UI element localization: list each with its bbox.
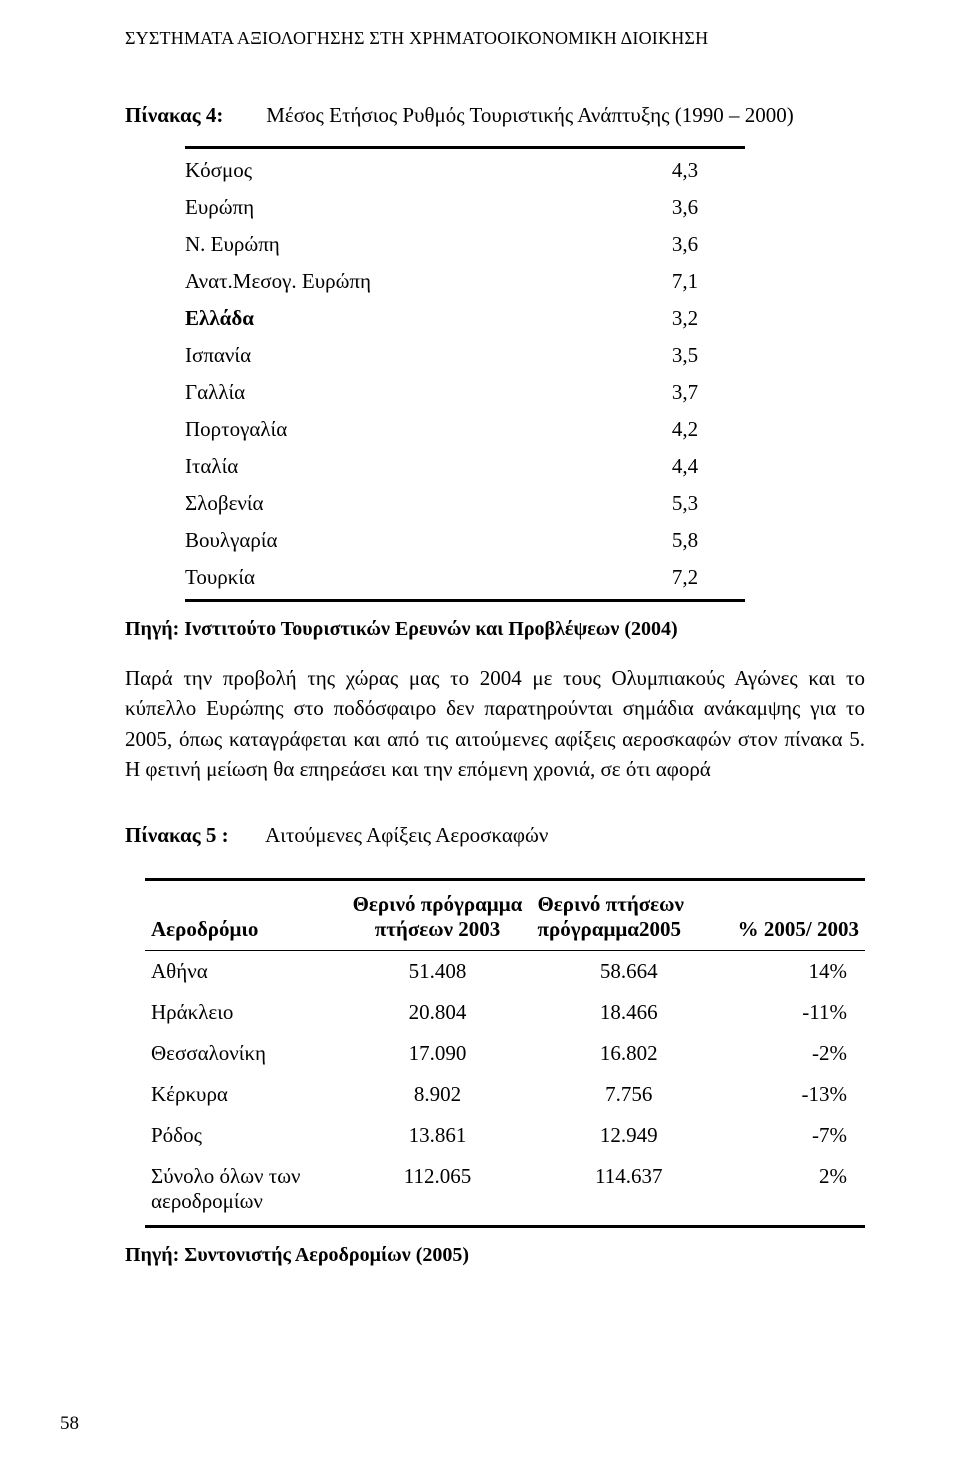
table5-cell-airport: Ηράκλειο <box>145 992 344 1033</box>
table4-row-value: 4,3 <box>625 147 745 189</box>
table5-title: Αιτούμενες Αφίξεις Αεροσκαφών <box>265 823 548 847</box>
table5-total-pct: 2% <box>726 1156 865 1227</box>
table5-total-v03: 112.065 <box>344 1156 532 1227</box>
table4-row-value: 3,2 <box>625 300 745 337</box>
table5-cell-v03: 13.861 <box>344 1115 532 1156</box>
table-row: Ιταλία4,4 <box>185 448 745 485</box>
table5-cell-pct: -2% <box>726 1033 865 1074</box>
table-row: Κέρκυρα8.9027.756-13% <box>145 1074 865 1115</box>
table5-cell-v05: 12.949 <box>531 1115 726 1156</box>
table5-col-airport: Αεροδρόμιο <box>145 879 344 951</box>
table4-row-value: 7,2 <box>625 559 745 601</box>
table4-row-name: Ν. Ευρώπη <box>185 226 625 263</box>
table4-row-name: Σλοβενία <box>185 485 625 522</box>
table4: Κόσμος4,3Ευρώπη3,6Ν. Ευρώπη3,6Ανατ.Μεσογ… <box>185 146 745 602</box>
table5-total-row: Σύνολο όλων τωναεροδρομίων112.065114.637… <box>145 1156 865 1227</box>
table-row: Ν. Ευρώπη3,6 <box>185 226 745 263</box>
table-row: Πορτογαλία4,2 <box>185 411 745 448</box>
table-row: Βουλγαρία5,8 <box>185 522 745 559</box>
table-row: Ευρώπη3,6 <box>185 189 745 226</box>
table4-label: Πίνακας 4: <box>125 103 261 128</box>
table5-total-v05: 114.637 <box>531 1156 726 1227</box>
table5-col-pct: % 2005/ 2003 <box>726 879 865 951</box>
table4-row-value: 5,8 <box>625 522 745 559</box>
table5: Αεροδρόμιο Θερινό πρόγραμμα πτήσεων 2003… <box>145 878 865 1228</box>
running-header: ΣΥΣΤΗΜΑΤΑ ΑΞΙΟΛΟΓΗΣΗΣ ΣΤΗ ΧΡΗΜΑΤΟΟΙΚΟΝΟΜ… <box>125 28 865 49</box>
table-row: Ισπανία3,5 <box>185 337 745 374</box>
table4-row-value: 3,7 <box>625 374 745 411</box>
table-row: Γαλλία3,7 <box>185 374 745 411</box>
table5-cell-airport: Κέρκυρα <box>145 1074 344 1115</box>
table-row: Ηράκλειο20.80418.466-11% <box>145 992 865 1033</box>
table4-title: Μέσος Ετήσιος Ρυθμός Τουριστικής Ανάπτυξ… <box>266 103 793 127</box>
table5-cell-airport: Αθήνα <box>145 950 344 992</box>
table4-row-name: Τουρκία <box>185 559 625 601</box>
table4-caption: Πίνακας 4: Μέσος Ετήσιος Ρυθμός Τουριστι… <box>125 103 865 128</box>
table5-cell-pct: -11% <box>726 992 865 1033</box>
table4-row-value: 7,1 <box>625 263 745 300</box>
table5-cell-v05: 7.756 <box>531 1074 726 1115</box>
table5-cell-v05: 18.466 <box>531 992 726 1033</box>
table4-row-value: 3,6 <box>625 189 745 226</box>
table-row: Τουρκία7,2 <box>185 559 745 601</box>
table5-cell-v05: 58.664 <box>531 950 726 992</box>
table4-row-value: 4,4 <box>625 448 745 485</box>
table5-total-airport: Σύνολο όλων τωναεροδρομίων <box>145 1156 344 1227</box>
table4-row-name: Ανατ.Μεσογ. Ευρώπη <box>185 263 625 300</box>
table5-cell-pct: 14% <box>726 950 865 992</box>
body-paragraph: Παρά την προβολή της χώρας μας το 2004 μ… <box>125 663 865 785</box>
table4-row-value: 3,6 <box>625 226 745 263</box>
page: ΣΥΣΤΗΜΑΤΑ ΑΞΙΟΛΟΓΗΣΗΣ ΣΤΗ ΧΡΗΜΑΤΟΟΙΚΟΝΟΜ… <box>0 0 960 1459</box>
table5-cell-v05: 16.802 <box>531 1033 726 1074</box>
table5-cell-airport: Θεσσαλονίκη <box>145 1033 344 1074</box>
table4-row-name: Ιταλία <box>185 448 625 485</box>
table5-caption: Πίνακας 5 : Αιτούμενες Αφίξεις Αεροσκαφώ… <box>125 823 865 848</box>
table-row: Ελλάδα3,2 <box>185 300 745 337</box>
table5-col-prog2005: Θερινό πτήσεων πρόγραμμα2005 <box>531 879 726 951</box>
table5-cell-v03: 17.090 <box>344 1033 532 1074</box>
table5-label: Πίνακας 5 : <box>125 823 261 848</box>
table4-row-value: 3,5 <box>625 337 745 374</box>
table-row: Κόσμος4,3 <box>185 147 745 189</box>
table5-cell-pct: -7% <box>726 1115 865 1156</box>
table5-col-prog2003: Θερινό πρόγραμμα πτήσεων 2003 <box>344 879 532 951</box>
table5-cell-pct: -13% <box>726 1074 865 1115</box>
table-row: Σλοβενία5,3 <box>185 485 745 522</box>
page-number: 58 <box>60 1413 79 1435</box>
table-row: Ρόδος13.86112.949-7% <box>145 1115 865 1156</box>
table4-row-name: Γαλλία <box>185 374 625 411</box>
table4-row-name: Ελλάδα <box>185 300 625 337</box>
table4-row-name: Βουλγαρία <box>185 522 625 559</box>
table4-row-name: Πορτογαλία <box>185 411 625 448</box>
table-row: Αθήνα51.40858.66414% <box>145 950 865 992</box>
table5-source: Πηγή: Συντονιστής Αεροδρομίων (2005) <box>125 1244 865 1267</box>
table-row: Θεσσαλονίκη17.09016.802-2% <box>145 1033 865 1074</box>
table4-row-value: 5,3 <box>625 485 745 522</box>
table4-source: Πηγή: Ινστιτούτο Τουριστικών Ερευνών και… <box>125 618 865 641</box>
table5-cell-v03: 51.408 <box>344 950 532 992</box>
table5-cell-v03: 20.804 <box>344 992 532 1033</box>
table-row: Ανατ.Μεσογ. Ευρώπη7,1 <box>185 263 745 300</box>
table4-row-name: Κόσμος <box>185 147 625 189</box>
table4-row-value: 4,2 <box>625 411 745 448</box>
table5-cell-v03: 8.902 <box>344 1074 532 1115</box>
table4-row-name: Ευρώπη <box>185 189 625 226</box>
table4-row-name: Ισπανία <box>185 337 625 374</box>
table5-cell-airport: Ρόδος <box>145 1115 344 1156</box>
